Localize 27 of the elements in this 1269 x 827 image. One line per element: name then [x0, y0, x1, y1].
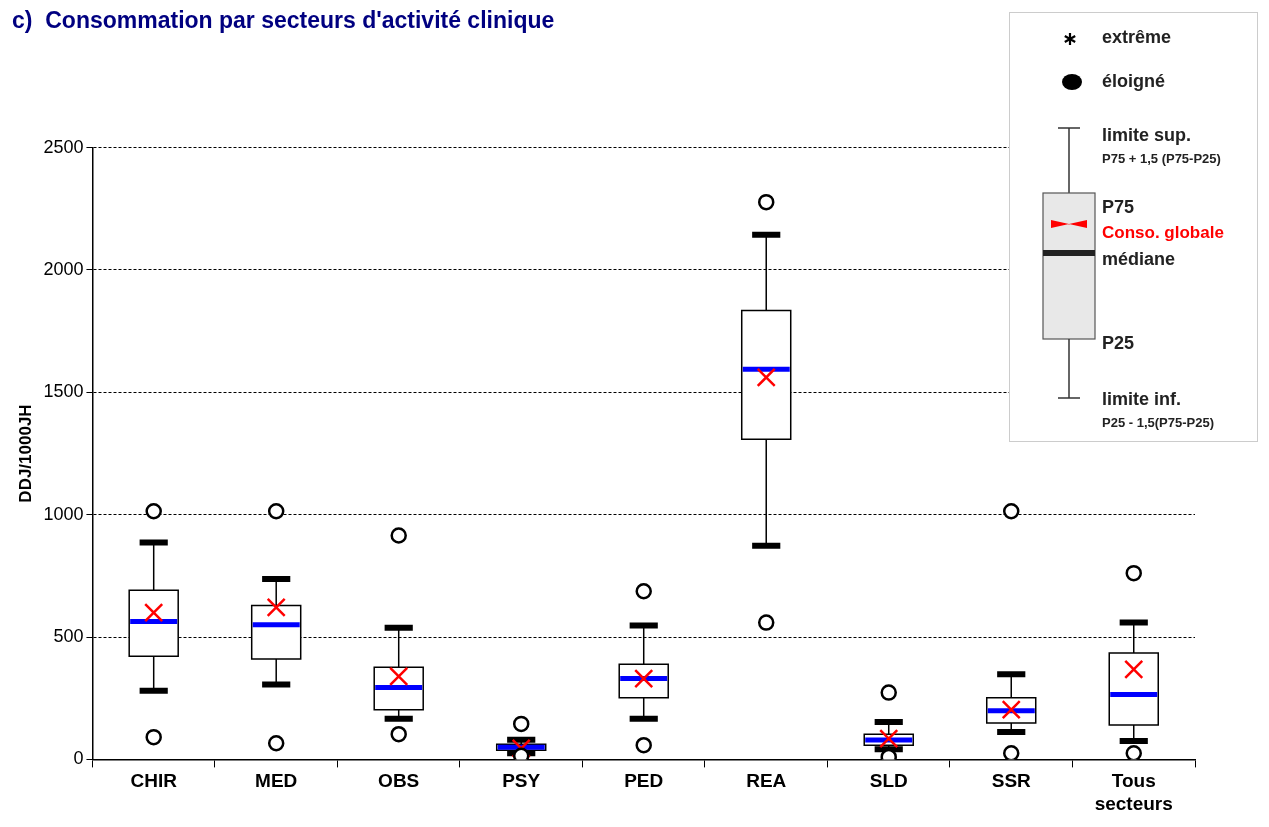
y-tick-label: 1500	[43, 381, 84, 402]
annotation: limite inf.	[1102, 389, 1182, 410]
y-axis-title: DDJ/1000JH	[15, 404, 35, 503]
x-tick-label: SLD	[869, 770, 908, 792]
annotation: P75	[1102, 197, 1135, 218]
chart-title: c) Consommation par secteurs d'activité clinique	[12, 7, 555, 34]
y-tick-label: 2500	[43, 136, 84, 157]
x-tick-label: REA	[746, 770, 787, 792]
annotation: P75 + 1,5 (P75-P25)	[1102, 151, 1221, 166]
y-tick-label: 500	[53, 626, 84, 647]
x-tick-label: OBS	[378, 770, 420, 792]
text: limite sup.	[1102, 125, 1192, 145]
y-tick-label: 2000	[43, 258, 84, 279]
x-tick-label: PED	[624, 770, 664, 792]
text: éloigné	[1102, 71, 1166, 91]
annotation: P25	[1102, 333, 1135, 354]
x-tick-label: PSY	[502, 770, 541, 792]
x-tick-label: SSR	[991, 770, 1032, 792]
annotation: P25 - 1,5(P75-P25)	[1102, 415, 1215, 430]
y-tick-label: 0	[73, 748, 84, 769]
annotation: médiane	[1102, 249, 1176, 270]
x-tick-label: CHIR	[130, 770, 178, 792]
x-tick-label: MED	[255, 770, 298, 792]
y-tick-label: 1000	[43, 503, 84, 524]
annotation: Conso. globale	[1102, 223, 1224, 243]
x-tick-label: Tous secteurs	[1094, 770, 1173, 814]
text: extrême	[1102, 27, 1172, 47]
